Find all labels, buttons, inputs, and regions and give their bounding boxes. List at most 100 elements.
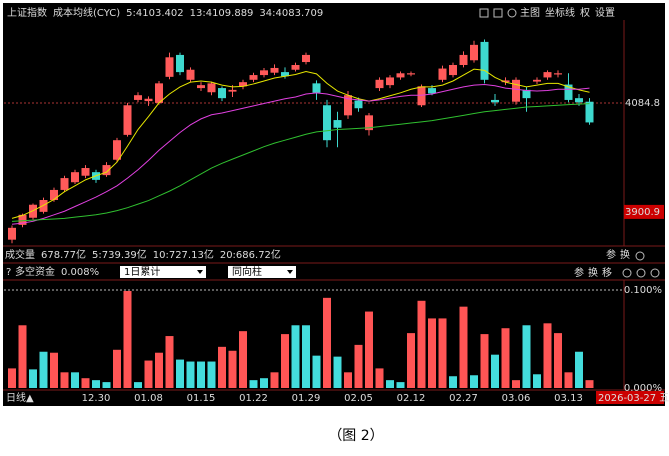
toolbar-button[interactable]: 设置: [595, 7, 615, 19]
candle-body: [50, 189, 58, 200]
bar: [92, 380, 100, 388]
dropdown[interactable]: [120, 266, 206, 278]
bar: [29, 369, 37, 388]
candle-body: [554, 73, 562, 75]
panel-borders: [3, 20, 665, 391]
candle-body: [575, 98, 583, 103]
candle-body: [396, 73, 405, 78]
toolbar-button[interactable]: 主图: [520, 7, 540, 19]
ma-line: [11, 84, 590, 225]
tool-button[interactable]: 参: [606, 248, 616, 261]
x-tick-label: 01.08: [134, 393, 163, 404]
bar: [228, 350, 237, 388]
bar: [470, 375, 478, 388]
dropdown[interactable]: [228, 266, 296, 278]
candle-body: [333, 120, 342, 128]
y-tick-label: 4084.8: [625, 98, 660, 109]
candle-body: [564, 84, 573, 100]
candle-body: [134, 95, 142, 100]
bar: [291, 325, 300, 388]
x-tick-label: 03.13: [554, 393, 583, 404]
candle-body: [270, 67, 279, 73]
zoom-in-icon[interactable]: [479, 8, 489, 18]
legend-entry: 5:4103.402: [126, 8, 183, 19]
candle-body: [81, 168, 90, 176]
bar: [585, 380, 594, 388]
tool-button[interactable]: 换: [588, 266, 598, 279]
favorite-icon[interactable]: [507, 8, 517, 18]
candle-body: [291, 65, 300, 70]
zoom-out-icon[interactable]: [493, 8, 503, 18]
candle-body: [102, 165, 111, 176]
candle-body: [155, 83, 163, 103]
close-icon[interactable]: [650, 268, 660, 278]
candle-body: [585, 101, 594, 123]
bar: [417, 300, 426, 388]
toolbar-button[interactable]: 权: [580, 6, 590, 19]
bar: [18, 325, 27, 388]
bar: [459, 306, 468, 388]
panel-value: 0.008%: [61, 267, 99, 278]
candle-body: [428, 88, 436, 94]
subtitle: 成本均线(CYC): [53, 6, 120, 19]
candle-body: [344, 95, 352, 116]
bar: [239, 331, 247, 388]
toolbar-icons[interactable]: [479, 8, 660, 278]
bar: [554, 333, 562, 388]
bar: [501, 328, 510, 388]
candle-body: [543, 72, 552, 78]
bar: [344, 372, 352, 388]
bar: [281, 334, 289, 388]
candle-body: [512, 79, 520, 102]
candle-body: [228, 89, 237, 92]
bar: [260, 378, 268, 388]
bar: [176, 359, 184, 388]
y-tick-label: 0.100%: [624, 285, 662, 296]
y-tick-label: 3900.9: [625, 207, 660, 218]
candle-body: [249, 75, 258, 80]
candle-body: [8, 227, 16, 240]
bar: [197, 361, 205, 388]
candle-body: [522, 89, 531, 99]
candle-body: [417, 86, 426, 106]
bar: [186, 361, 195, 388]
add-icon[interactable]: [635, 251, 645, 261]
panel-title: 多空资金: [15, 265, 55, 278]
bar: [144, 360, 153, 388]
bar: [81, 378, 90, 388]
tool-button[interactable]: 换: [620, 248, 630, 261]
period-label[interactable]: 日线▲: [6, 391, 34, 404]
legend-entry: 13:4109.889: [190, 8, 254, 19]
bar: [407, 333, 415, 388]
candle-body: [123, 105, 132, 135]
tool-button[interactable]: 参: [574, 266, 584, 279]
bar: [302, 325, 310, 388]
bar: [71, 372, 79, 388]
bar: [533, 374, 541, 388]
legend-entry: 10:727.13亿: [153, 248, 214, 261]
candle-body: [459, 54, 468, 65]
x-tick-label: 02.27: [449, 393, 478, 404]
candle-body: [39, 200, 48, 212]
candle-body: [197, 85, 205, 89]
bar: [396, 382, 405, 388]
chart-background: [3, 3, 665, 406]
legend-entry: 20:686.72亿: [220, 248, 281, 261]
tool-button[interactable]: 移: [602, 266, 612, 279]
bar: [155, 352, 163, 388]
dropdown-label[interactable]: 1日累计: [124, 265, 160, 278]
chart-title: 上证指数: [7, 6, 47, 19]
toolbar-button[interactable]: 坐标线: [545, 6, 575, 19]
add-icon[interactable]: [636, 268, 646, 278]
x-tick-label: 01.29: [292, 393, 321, 404]
x-tick-label: 2026-03-27 五: [598, 393, 669, 404]
favorite-icon[interactable]: [622, 268, 632, 278]
dropdown-label[interactable]: 同向柱: [232, 265, 262, 278]
candle-body: [29, 204, 37, 218]
candle-body: [18, 214, 27, 225]
bar: [218, 346, 226, 388]
bar: [207, 361, 216, 388]
panel-title: 成交量: [5, 248, 35, 261]
candle-body: [375, 79, 384, 89]
